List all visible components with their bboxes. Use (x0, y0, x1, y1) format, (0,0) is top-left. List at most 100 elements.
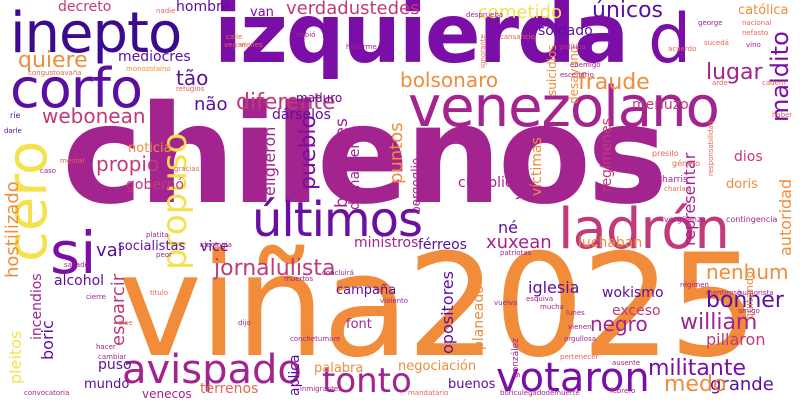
word-vice: vice (200, 239, 229, 255)
word-vegan: vegan (224, 41, 246, 49)
word-iglesia: iglesia (528, 278, 580, 297)
word-bergoglio: bergoglio (409, 157, 423, 214)
word-inepto: inepto (10, 1, 182, 66)
word-acuerdo: acuerdo (668, 45, 697, 53)
word-jornalulista: jornalulista (214, 256, 336, 281)
word-peor: peor (156, 251, 172, 259)
word-xuxean: xuxean (486, 232, 552, 253)
word-eligieron: eligieron (260, 126, 279, 196)
word-mundo: mundo (84, 377, 130, 392)
word-diferente: diferente (236, 90, 336, 115)
word-esquiva: esquiva (526, 295, 554, 303)
word-concluira: concluirá (322, 269, 354, 277)
word-pertenecer: pertenecer (560, 353, 599, 361)
word-chilenos: chilenos (62, 77, 668, 235)
word-opositores: opositores (438, 271, 457, 354)
word-tao: tão (176, 66, 209, 90)
word-hombre: hombre (176, 0, 231, 15)
word-cansancio: cansancio (500, 33, 536, 41)
word-inmigrantes: inmigrantes (300, 385, 342, 393)
word-votaron: votaron (496, 355, 650, 400)
word-d: d (648, 0, 692, 79)
word-congustoavana: congustoavaña (28, 69, 82, 77)
word-suicidios: suicidios (545, 44, 559, 96)
word-dijo: dijo (238, 319, 251, 327)
word-darselos: dárselos (272, 107, 331, 123)
word-harris: harris (662, 175, 688, 185)
word-boriculegadodemuerte: boriculegadodemuerte (500, 389, 580, 397)
word-puso: puso (98, 357, 132, 373)
word-propio: propio (96, 152, 160, 176)
word-ferreos: férreos (418, 237, 467, 253)
word-viviesen: viviesen (510, 134, 529, 200)
word-cometido: cometido (478, 2, 563, 23)
word-convocatoria: convocatoria (24, 389, 70, 397)
word-ne: né (498, 218, 518, 237)
word-cadem: cadem (762, 79, 786, 87)
word-refugios: refugios (176, 85, 205, 93)
word-responsabilidad: responsabilidad (707, 120, 715, 176)
word-pillaron: pillaron (706, 330, 766, 349)
word-contingencia: contingencia (726, 215, 778, 224)
word-cambiar: cambiar (98, 353, 127, 361)
word-ministros: ministros (354, 235, 419, 251)
word-webonean: webonean (42, 104, 146, 128)
word-genero: género (672, 159, 700, 168)
word-autoridad: autoridad (776, 178, 795, 256)
word-pueblo: pueblo (296, 115, 321, 190)
word-terrenos: terrenos (200, 381, 259, 397)
word-maduro: maduro (296, 91, 343, 105)
word-planeado: planeado (471, 285, 487, 350)
word-bonner: bonner (706, 288, 784, 313)
word-si: si (50, 219, 97, 287)
word-maldito: maldito (766, 31, 794, 122)
word-socialistas: socialistas (118, 239, 186, 254)
word-avispado: avispado (122, 347, 302, 393)
word-ignorante: ignorante (479, 34, 487, 68)
word-boric: boric (38, 320, 57, 360)
word-gracias: gracias (174, 165, 200, 173)
word-dice: dice (118, 319, 133, 327)
word-calle: calle (226, 33, 243, 41)
word-vienes: vienes (240, 41, 263, 49)
word-hacerme: hacerme (346, 43, 377, 51)
word-catolica: católica (738, 3, 789, 18)
word-patriotas: patriotas (500, 249, 532, 257)
word-nefasto: nefasto (742, 29, 769, 37)
word-exceso: exceso (612, 303, 661, 319)
word-pleitos: pleitos (6, 330, 25, 384)
word-merluzo: merluzo (632, 97, 689, 113)
word-dios: dios (734, 149, 763, 165)
word-gonzalez: gonzález (511, 338, 521, 378)
word-darle: darle (4, 127, 22, 135)
word-lunes: lunes (566, 309, 585, 317)
word-esparcir: esparcir (108, 273, 129, 346)
word-mental: mental (60, 157, 85, 165)
word-sacado: sacado (64, 261, 89, 269)
word-ideologia: ideología (200, 241, 232, 249)
word-orgullosa: orgullosa (564, 335, 597, 343)
word-verguenza: vergüenza (664, 215, 707, 224)
word-hacer: hacer (96, 343, 116, 351)
word-fraude: fraude (578, 70, 650, 95)
word-mediocres: mediocres (118, 49, 191, 65)
word-amigo: amigo (738, 307, 760, 315)
word-mandatario: mandatario (408, 389, 449, 397)
word-quiere: quiere (18, 48, 88, 73)
word-negro: negro (590, 312, 648, 336)
word-regimenes: regímenes (599, 118, 615, 192)
word-febrero: febrero (610, 387, 636, 395)
word-muertos: muertos (284, 275, 314, 283)
word-tonto: tonto (322, 361, 412, 400)
word-mentiroso: mentiroso (706, 289, 742, 297)
word-rie: ríe (10, 111, 21, 120)
word-presilo: presilo (652, 149, 679, 158)
word-nacional: nacional (742, 19, 772, 27)
word-vino: vino (746, 41, 761, 49)
word-font: font (346, 317, 372, 332)
word-unicos: únicos (592, 0, 664, 23)
word-ladron: ladrón (558, 197, 730, 262)
word-nenhum: nenhum (706, 260, 789, 284)
word-vina2025: viña2025 (118, 224, 759, 389)
